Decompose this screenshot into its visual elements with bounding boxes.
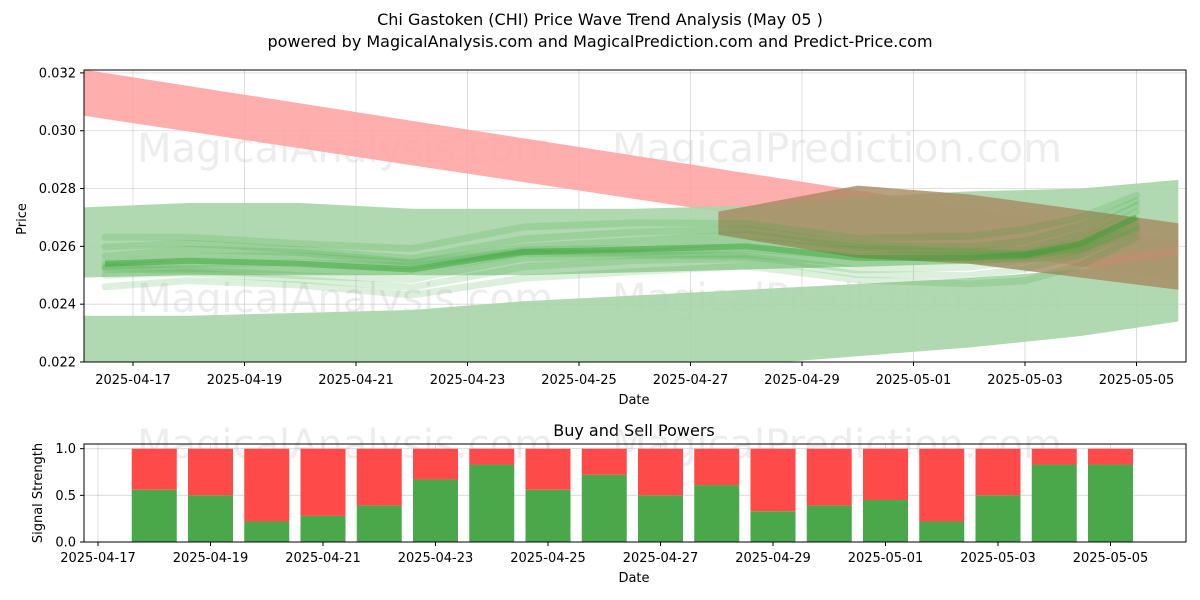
sell-bar bbox=[356, 448, 402, 506]
sell-bar bbox=[1088, 448, 1133, 465]
signal-x-tick-label: 2025-05-01 bbox=[848, 551, 924, 566]
price-x-label: Date bbox=[618, 393, 649, 408]
price-x-tick-label: 2025-04-25 bbox=[541, 373, 617, 388]
price-plot-frame bbox=[83, 69, 1187, 363]
sell-bar bbox=[806, 448, 852, 506]
price-bands bbox=[84, 70, 1179, 362]
buy-bar bbox=[581, 474, 627, 542]
price-y-tick-label: 0.032 bbox=[39, 66, 76, 81]
price-y-tick-label: 0.030 bbox=[39, 124, 76, 139]
buy-bar bbox=[525, 489, 571, 542]
buy-bar bbox=[806, 505, 852, 542]
buy-bar bbox=[694, 485, 740, 542]
signal-y-tick-label: 1.0 bbox=[55, 442, 76, 457]
price-wave-center bbox=[104, 214, 1138, 273]
signal-x-tick-label: 2025-04-29 bbox=[735, 551, 811, 566]
sell-bar bbox=[975, 448, 1021, 496]
sell-bar bbox=[1031, 448, 1077, 465]
buy-bar bbox=[188, 495, 233, 542]
price-wave-line bbox=[101, 227, 1140, 291]
price-x-tick-label: 2025-04-29 bbox=[764, 373, 840, 388]
buy-bar bbox=[863, 500, 908, 542]
price-x-tick-label: 2025-04-19 bbox=[207, 373, 283, 388]
signal-x-tick-label: 2025-04-19 bbox=[173, 551, 249, 566]
price-x-tick-label: 2025-04-27 bbox=[653, 373, 729, 388]
signal-chart: Buy and Sell Powers MagicalAnalysis.com … bbox=[31, 421, 1187, 586]
signal-x-tick-label: 2025-04-27 bbox=[623, 551, 699, 566]
sell-bar bbox=[638, 448, 683, 496]
buy-bar bbox=[244, 521, 290, 542]
price-wave-line bbox=[101, 201, 1140, 266]
buy-bar bbox=[413, 479, 458, 542]
buy-bar bbox=[1031, 464, 1077, 542]
sell-bar bbox=[469, 448, 515, 465]
price-wave-line bbox=[101, 215, 1140, 270]
price-x-tick-label: 2025-05-03 bbox=[987, 373, 1063, 388]
signal-x-label: Date bbox=[618, 571, 649, 586]
price-y-tick-label: 0.026 bbox=[39, 240, 76, 255]
price-x-tick-label: 2025-05-05 bbox=[1099, 373, 1175, 388]
buy-bar bbox=[1088, 464, 1133, 542]
signal-x-tick-label: 2025-05-05 bbox=[1073, 551, 1149, 566]
sell-bar bbox=[750, 448, 796, 512]
price-wave-line bbox=[101, 221, 1140, 276]
price-band-brown-3 bbox=[718, 185, 1179, 290]
sell-bar bbox=[131, 448, 177, 490]
price-x-tick-label: 2025-05-01 bbox=[876, 373, 952, 388]
buy-bar bbox=[919, 521, 965, 542]
signal-x-tick-label: 2025-04-17 bbox=[60, 551, 136, 566]
sell-bar bbox=[581, 448, 627, 475]
signal-chart-title: Buy and Sell Powers bbox=[553, 421, 715, 440]
signal-y-ticks: 0.0 0.5 1.0 bbox=[55, 442, 84, 551]
buy-bar bbox=[300, 515, 346, 542]
signal-x-tick-label: 2025-04-21 bbox=[285, 551, 361, 566]
price-wave-line bbox=[101, 233, 1140, 299]
sell-bar bbox=[413, 448, 458, 480]
price-y-ticks: 0.022 0.024 0.026 0.028 0.030 0.032 bbox=[39, 66, 84, 371]
price-wave-line bbox=[101, 197, 1140, 262]
price-x-tick-label: 2025-04-17 bbox=[95, 373, 171, 388]
buy-bar bbox=[356, 505, 402, 542]
signal-y-tick-label: 0.5 bbox=[55, 489, 76, 504]
price-wave bbox=[101, 191, 1140, 299]
sell-bar bbox=[694, 448, 740, 486]
signal-plot-frame bbox=[83, 443, 1187, 543]
buy-bar bbox=[469, 464, 515, 542]
chart-title: Chi Gastoken (CHI) Price Wave Trend Anal… bbox=[377, 10, 823, 29]
buy-bar bbox=[131, 489, 177, 542]
price-wave-line bbox=[101, 208, 1140, 267]
buy-bar bbox=[750, 511, 796, 542]
sell-bar bbox=[863, 448, 908, 500]
price-wave-line bbox=[101, 191, 1140, 252]
price-x-tick-label: 2025-04-21 bbox=[318, 373, 394, 388]
price-y-tick-label: 0.022 bbox=[39, 356, 76, 371]
buy-bar bbox=[638, 495, 683, 542]
price-x-tick-label: 2025-04-23 bbox=[430, 373, 506, 388]
chart-subtitle: powered by MagicalAnalysis.com and Magic… bbox=[267, 32, 932, 51]
signal-x-tick-label: 2025-04-23 bbox=[398, 551, 474, 566]
signal-y-tick-label: 0.0 bbox=[55, 536, 76, 551]
buy-bar bbox=[975, 495, 1021, 542]
price-chart: MagicalAnalysis.com MagicalPrediction.co… bbox=[15, 66, 1187, 408]
signal-x-tick-label: 2025-05-03 bbox=[960, 551, 1036, 566]
sell-bar bbox=[525, 448, 571, 490]
price-x-ticks: 2025-04-17 2025-04-19 2025-04-21 2025-04-23… bbox=[95, 362, 1174, 388]
signal-x-ticks: 2025-04-17 2025-04-19 2025-04-21 2025-04-23… bbox=[60, 542, 1148, 566]
sell-bar bbox=[300, 448, 346, 516]
price-y-tick-label: 0.024 bbox=[39, 298, 76, 313]
price-band-green-2 bbox=[84, 255, 1179, 362]
price-y-label: Price bbox=[15, 203, 30, 235]
price-wave-line bbox=[101, 224, 1140, 283]
sell-bar bbox=[919, 448, 965, 522]
sell-bar bbox=[188, 448, 233, 496]
signal-bars bbox=[131, 448, 1133, 542]
signal-y-label: Signal Strength bbox=[31, 443, 46, 543]
price-y-tick-label: 0.028 bbox=[39, 182, 76, 197]
signal-x-tick-label: 2025-04-25 bbox=[510, 551, 586, 566]
sell-bar bbox=[244, 448, 290, 522]
